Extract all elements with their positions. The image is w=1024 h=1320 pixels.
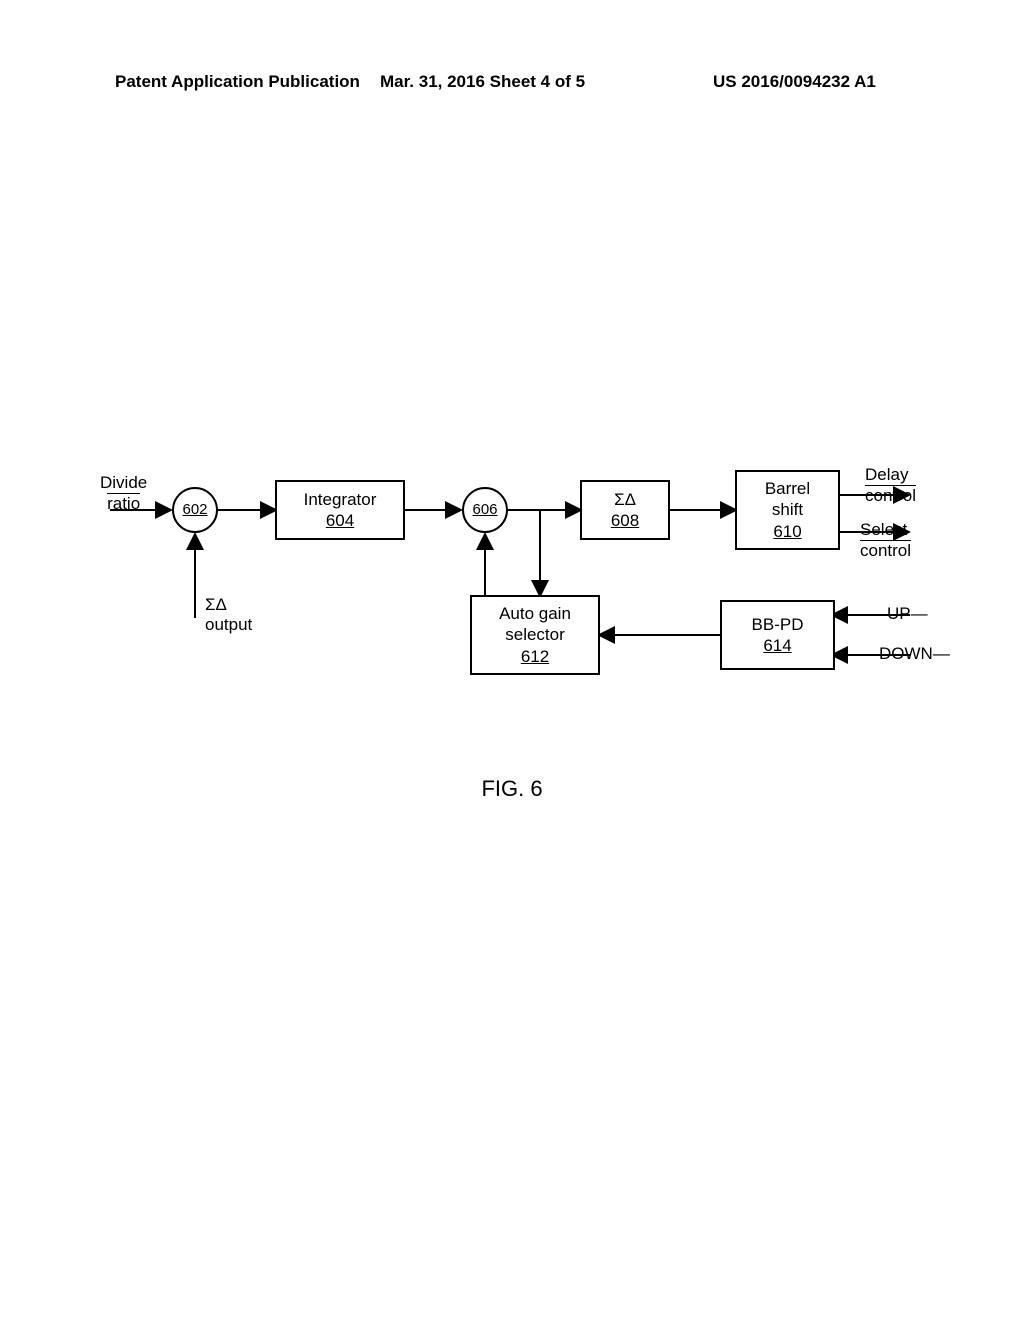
sd-out-top: ΣΔ: [205, 595, 227, 614]
integrator-ref: 604: [326, 510, 354, 531]
block-barrel-shift: Barrel shift 610: [735, 470, 840, 550]
divide-ratio-bot: ratio: [107, 493, 140, 514]
bbpd-label: BB-PD: [752, 614, 804, 635]
barrel-line2: shift: [772, 499, 803, 520]
up-text: UP: [887, 604, 911, 623]
block-integrator: Integrator 604: [275, 480, 405, 540]
delay-bot: control: [865, 485, 916, 506]
down-text: DOWN: [879, 644, 933, 663]
block-auto-gain-selector: Auto gain selector 612: [470, 595, 600, 675]
label-select-control: Select control: [860, 520, 911, 561]
label-divide-ratio: Divide ratio: [100, 473, 147, 514]
header-left: Patent Application Publication: [115, 72, 360, 92]
summer-606: 606: [462, 487, 508, 533]
summer-602-ref: 602: [182, 501, 207, 518]
label-up: —UP—: [870, 604, 928, 624]
summer-602: 602: [172, 487, 218, 533]
sigma-delta-label: ΣΔ: [614, 489, 636, 510]
ags-line2: selector: [505, 624, 565, 645]
delay-top: Delay: [865, 465, 908, 484]
header-center: Mar. 31, 2016 Sheet 4 of 5: [380, 72, 585, 92]
block-bbpd: BB-PD 614: [720, 600, 835, 670]
label-delay-control: Delay control: [865, 465, 916, 506]
ags-ref: 612: [521, 646, 549, 667]
ags-line1: Auto gain: [499, 603, 571, 624]
barrel-ref: 610: [773, 521, 801, 542]
figure-label: FIG. 6: [0, 776, 1024, 802]
integrator-label: Integrator: [304, 489, 377, 510]
divide-ratio-top: Divide: [100, 473, 147, 492]
block-diagram: Divide ratio 602 Integrator 604 606 ΣΔ 6…: [110, 440, 940, 720]
header-right: US 2016/0094232 A1: [713, 72, 876, 92]
label-down: —DOWN—: [862, 644, 950, 664]
select-bot: control: [860, 540, 911, 561]
select-top: Select: [860, 520, 907, 539]
bbpd-ref: 614: [763, 635, 791, 656]
summer-606-ref: 606: [472, 501, 497, 518]
sigma-delta-ref: 608: [611, 510, 639, 531]
label-sigma-delta-output: ΣΔ output: [205, 595, 252, 635]
sd-out-bot: output: [205, 615, 252, 634]
barrel-line1: Barrel: [765, 478, 810, 499]
block-sigma-delta: ΣΔ 608: [580, 480, 670, 540]
